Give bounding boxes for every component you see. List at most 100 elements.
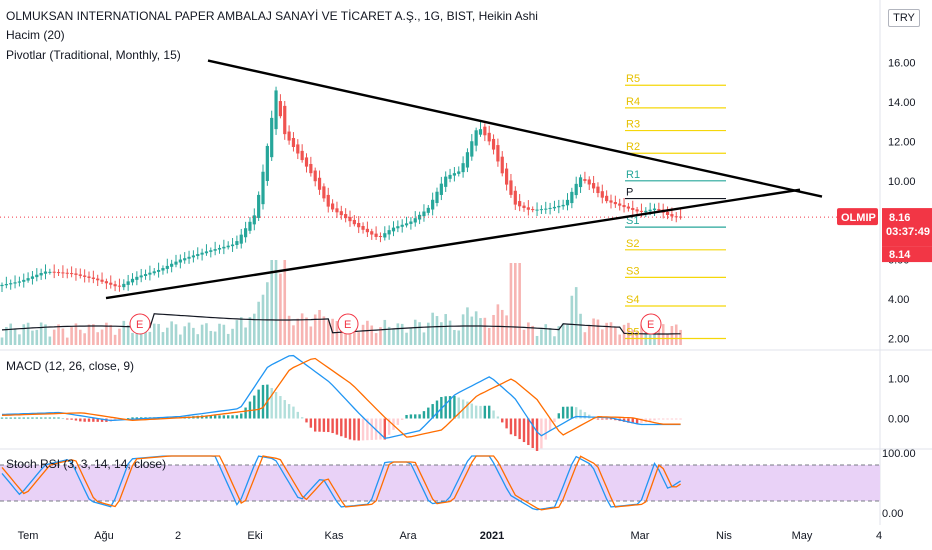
candle-body — [322, 186, 326, 199]
candle-body — [344, 214, 348, 219]
candle-body — [452, 173, 456, 176]
candle-body — [326, 194, 330, 207]
macd-histogram-bar — [22, 417, 25, 419]
pivot-legend[interactable]: Pivotlar (Traditional, Monthly, 15) — [6, 48, 181, 62]
volume-bar — [379, 327, 382, 345]
candle-body — [665, 211, 670, 216]
earnings-marker — [337, 313, 359, 335]
candle-body — [439, 183, 443, 195]
volume-bar — [518, 263, 521, 345]
macd-histogram-bar — [601, 418, 604, 420]
candle-body — [161, 268, 165, 271]
rsi-axis-tick: 0.00 — [882, 508, 903, 520]
candle-body — [496, 145, 500, 162]
volume-bar — [253, 313, 256, 345]
candle-body — [422, 211, 426, 217]
macd-histogram-bar — [96, 418, 99, 422]
volume-bar — [161, 332, 165, 345]
candle-body — [4, 284, 8, 286]
macd-histogram-bar — [448, 396, 452, 419]
candle-body — [557, 205, 561, 208]
macd-histogram-bar — [609, 418, 613, 420]
candle-body — [335, 208, 339, 213]
candle-body — [96, 278, 100, 281]
candle-body — [117, 285, 122, 287]
volume-bar — [648, 333, 652, 345]
candle-body — [74, 273, 78, 275]
macd-histogram-bar — [631, 418, 634, 424]
candle-body — [535, 209, 539, 211]
volume-bar — [431, 312, 434, 345]
candle-body — [500, 156, 504, 174]
volume-bar — [96, 332, 99, 345]
volume-bar — [570, 295, 574, 345]
macd-histogram-bar — [100, 418, 104, 422]
macd-histogram-bar — [340, 418, 343, 437]
macd-legend[interactable]: MACD (12, 26, close, 9) — [6, 359, 135, 373]
time-axis-label: 4 — [876, 530, 882, 542]
volume-bar — [113, 334, 117, 345]
volume-bar — [18, 334, 21, 345]
volume-bar — [283, 260, 287, 345]
candle-body — [313, 170, 317, 182]
currency-badge[interactable]: TRY — [888, 9, 920, 27]
volume-bar — [640, 324, 643, 345]
volume-bar — [100, 329, 104, 345]
volume-bar — [500, 309, 504, 345]
candle-body — [91, 277, 95, 279]
volume-bar — [300, 313, 304, 345]
candle-body — [183, 258, 187, 261]
volume-bar — [44, 324, 47, 345]
candle-body — [135, 276, 139, 280]
macd-axis-tick: 0.00 — [888, 414, 909, 426]
candle-body — [444, 176, 448, 187]
candle-body — [30, 276, 35, 279]
volume-bar — [239, 317, 243, 345]
volume-bar — [305, 317, 308, 345]
candle-body — [618, 203, 622, 206]
volume-bar — [344, 326, 347, 345]
volume-bar — [83, 333, 86, 345]
candle-body — [187, 256, 191, 259]
time-axis-label: 2 — [175, 530, 181, 542]
candle-body — [191, 255, 195, 258]
pivot-label: S4 — [626, 294, 639, 306]
candle-body — [65, 272, 69, 274]
volume-bar — [557, 326, 561, 345]
macd-histogram-bar — [522, 418, 526, 443]
macd-histogram-bar — [379, 418, 382, 440]
macd-histogram-bar — [427, 407, 430, 419]
macd-histogram-bar — [92, 418, 95, 422]
macd-histogram-bar — [570, 406, 574, 419]
volume-bar — [226, 333, 230, 345]
macd-histogram-bar — [240, 413, 243, 419]
volume-bar — [392, 329, 395, 345]
candle-body — [148, 272, 152, 275]
volume-bar — [592, 318, 595, 345]
macd-histogram-bar — [557, 413, 560, 419]
stoch-k-line — [1, 455, 681, 511]
volume-bar — [370, 325, 374, 345]
candle-body — [17, 281, 21, 283]
macd-histogram-bar — [261, 384, 265, 419]
volume-bar — [374, 333, 378, 345]
last-price-label: 8.16 — [889, 212, 910, 224]
volume-bar — [48, 336, 52, 345]
candle-body — [52, 271, 56, 273]
candle-body — [35, 274, 39, 278]
volume-legend[interactable]: Hacim (20) — [6, 28, 65, 42]
macd-histogram-bar — [322, 418, 326, 432]
candle-body — [348, 216, 352, 222]
macd-histogram-bar — [653, 418, 656, 421]
macd-histogram-bar — [274, 391, 278, 419]
stoch-rsi-legend[interactable]: Stoch RSI (3, 3, 14, 14, close) — [6, 457, 167, 471]
candle-body — [387, 230, 391, 235]
volume-bar — [209, 330, 213, 345]
candle-body — [130, 278, 135, 283]
candle-body — [61, 272, 65, 274]
macd-histogram-bar — [287, 404, 291, 419]
candle-body — [531, 209, 535, 211]
macd-histogram-bar — [87, 418, 91, 422]
pivot-label: R1 — [626, 169, 640, 181]
